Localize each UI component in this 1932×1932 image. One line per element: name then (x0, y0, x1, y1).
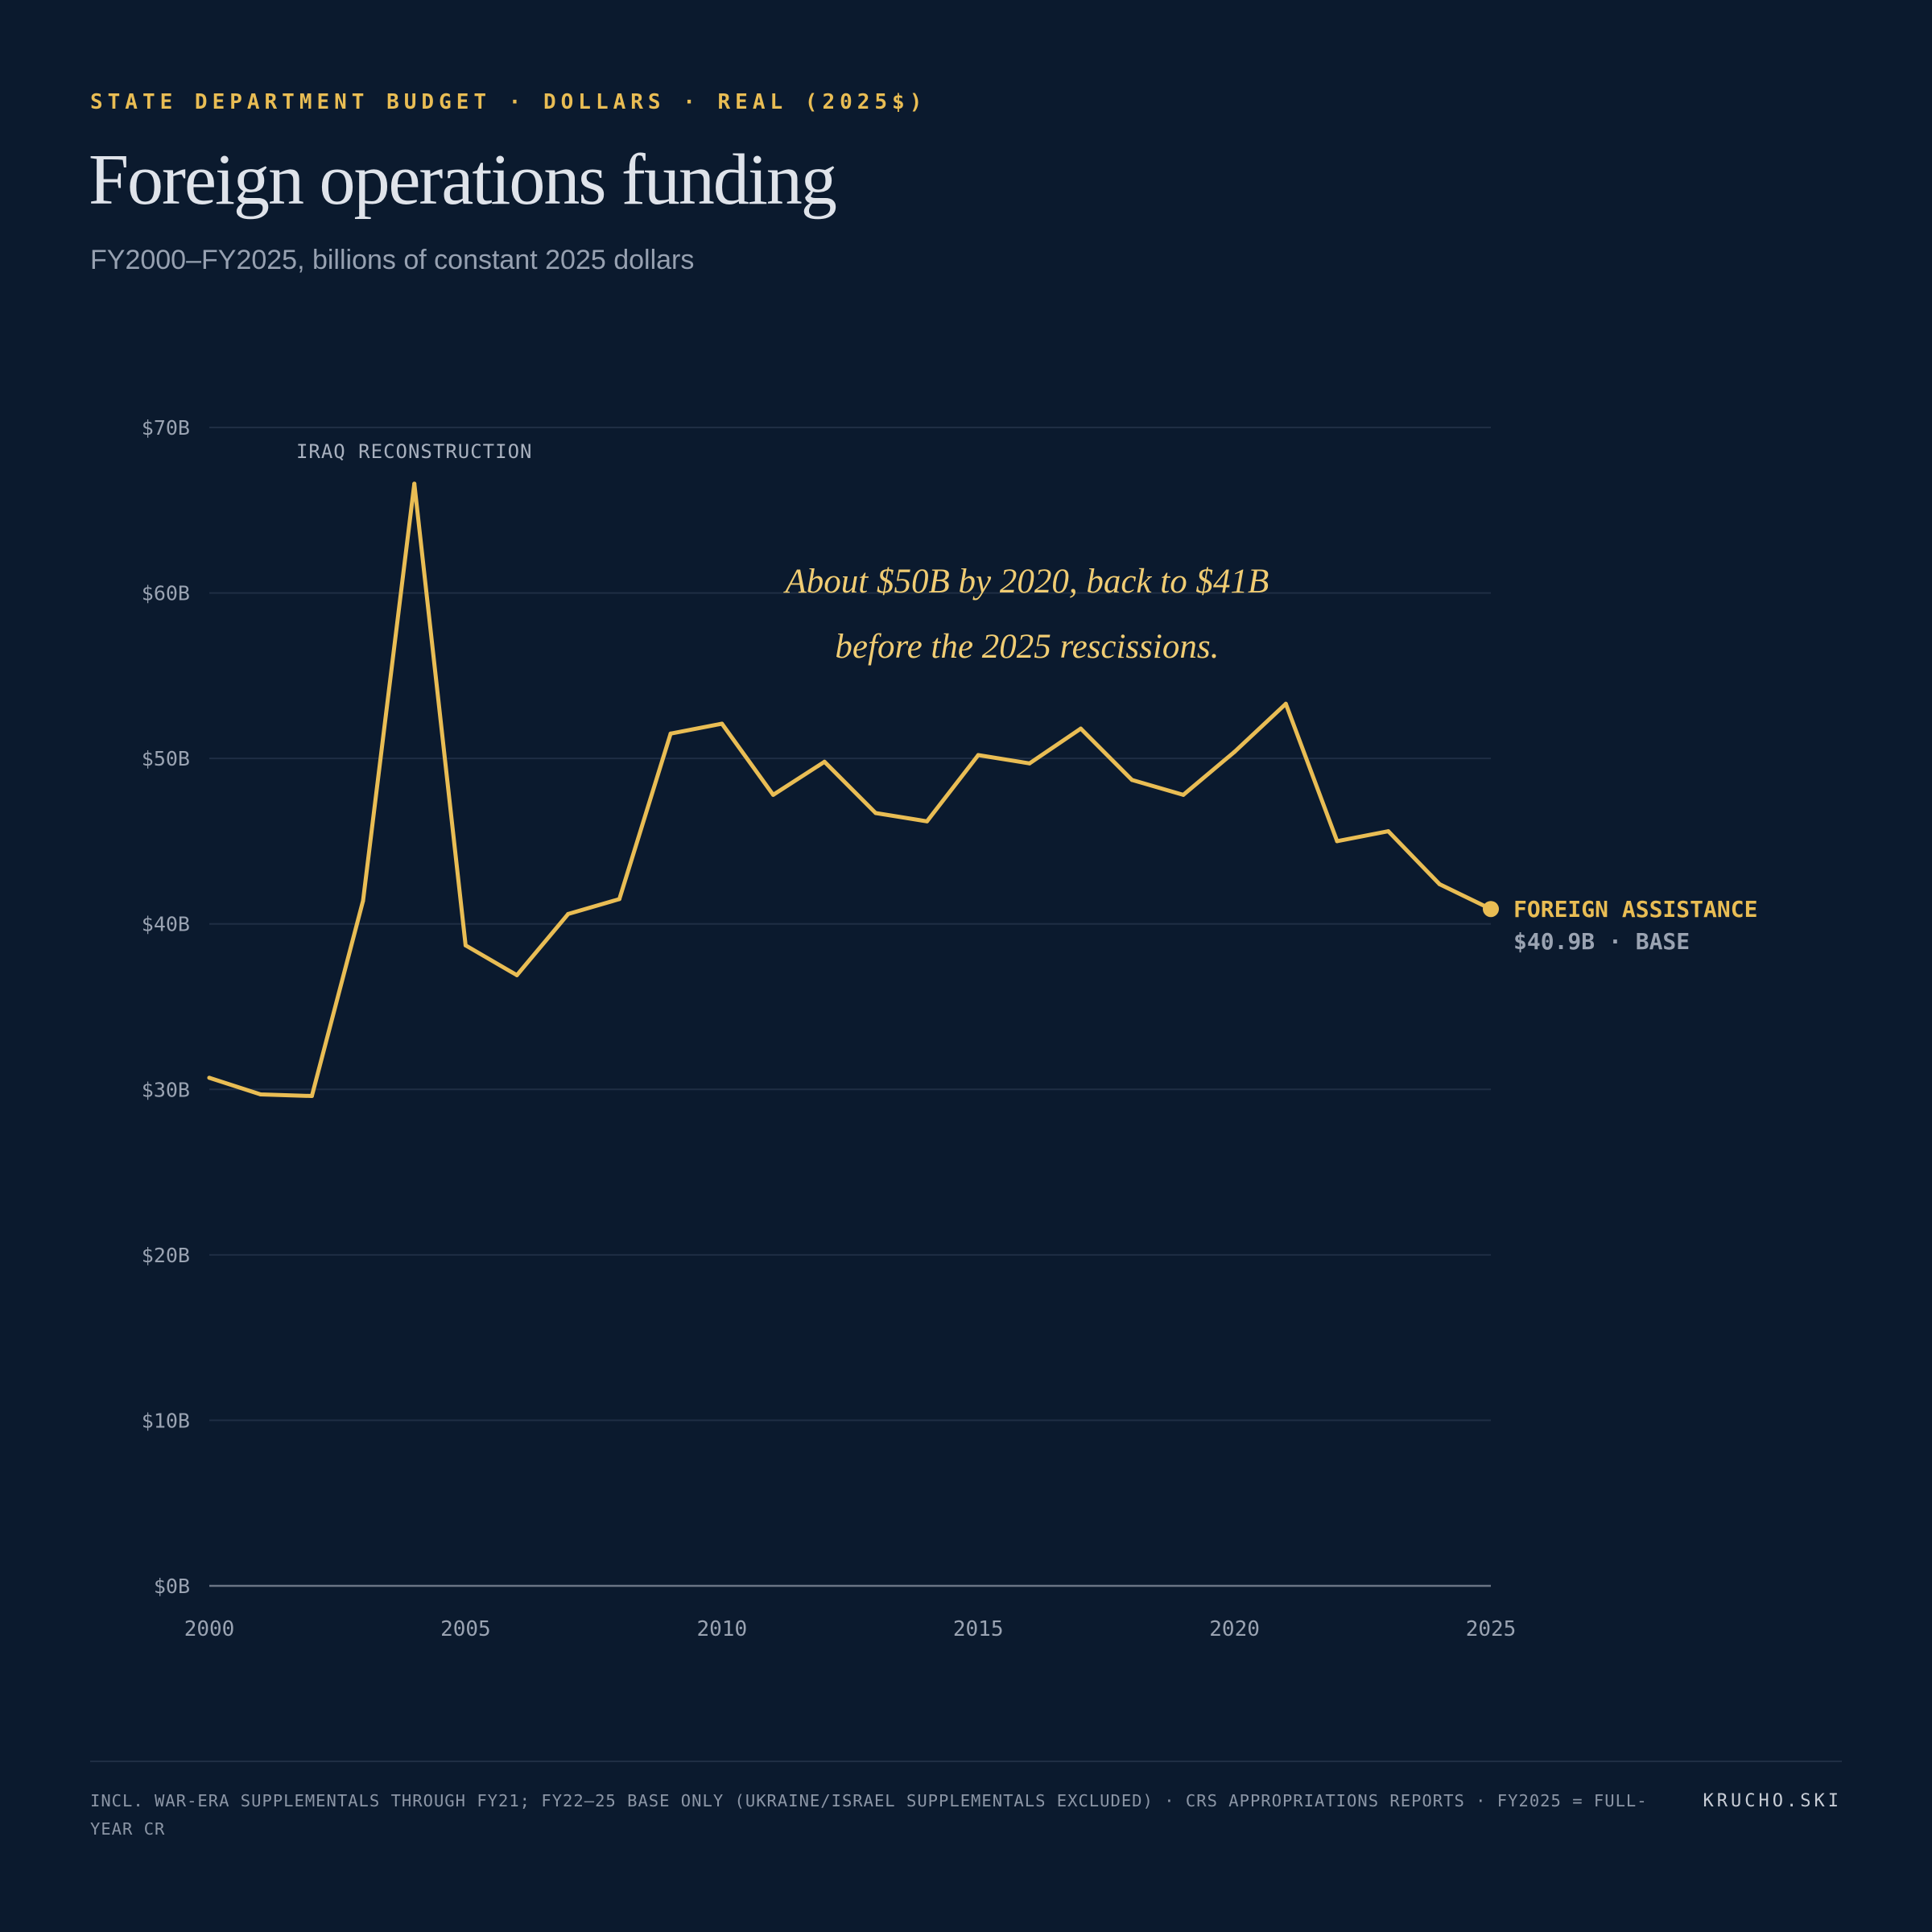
data-point-2012 (822, 759, 827, 764)
data-point-2024 (1437, 881, 1442, 886)
chart-kicker: STATE DEPARTMENT BUDGET · DOLLARS · REAL… (90, 90, 927, 114)
y-tick-label: $60B (142, 582, 190, 605)
data-point-2015 (976, 753, 980, 758)
y-tick-label: $40B (142, 913, 190, 936)
data-point-2006 (514, 972, 519, 977)
footer-divider (90, 1761, 1842, 1762)
series-line-foreign-assistance (207, 481, 1493, 1098)
data-point-2018 (1129, 778, 1134, 782)
data-point-2019 (1181, 792, 1186, 797)
source-footnote: INCL. WAR-ERA SUPPLEMENTALS THROUGH FY21… (90, 1791, 1648, 1839)
data-point-2004 (412, 481, 417, 486)
y-tick-label: $50B (142, 747, 190, 770)
data-point-2020 (1232, 749, 1237, 754)
series-end-marker (1483, 901, 1499, 918)
annotation-iraq-reconstruction: IRAQ RECONSTRUCTION (296, 440, 533, 463)
y-tick-label: $20B (142, 1244, 190, 1267)
y-tick-label: $0B (154, 1575, 190, 1598)
data-point-2001 (258, 1092, 263, 1096)
data-point-2003 (361, 898, 365, 903)
data-point-2007 (566, 911, 571, 916)
x-tick-label: 2015 (953, 1617, 1004, 1641)
data-point-2005 (463, 943, 468, 947)
y-axis: $0B $10B $20B $30B $40B $50B $60B $70B (142, 416, 190, 1598)
data-point-2021 (1283, 701, 1288, 706)
chart-title: Foreign operations funding (89, 140, 837, 220)
credit-label: KRUCHO.SKI (1703, 1791, 1842, 1811)
x-axis: 2000 2005 2010 2015 2020 2025 (184, 1617, 1517, 1641)
x-tick-label: 2010 (696, 1617, 747, 1641)
y-tick-label: $30B (142, 1078, 190, 1101)
series-end-value: $40.9B · BASE (1513, 928, 1690, 955)
data-point-2000 (207, 1075, 212, 1080)
chart-subtitle: FY2000–FY2025, billions of constant 2025… (90, 245, 695, 275)
data-point-2002 (309, 1094, 314, 1099)
data-point-2022 (1335, 839, 1340, 844)
x-tick-label: 2025 (1466, 1617, 1517, 1641)
data-point-2011 (770, 792, 775, 797)
data-point-2016 (1027, 761, 1032, 766)
data-point-2014 (925, 819, 930, 824)
data-point-2023 (1386, 829, 1391, 834)
x-tick-label: 2005 (440, 1617, 491, 1641)
annotation-trend-line-2: before the 2025 rescissions. (835, 628, 1219, 666)
series-end-label: FOREIGN ASSISTANCE (1513, 896, 1757, 923)
y-tick-label: $10B (142, 1409, 190, 1432)
annotation-trend-line-1: About $50B by 2020, back to $41B (783, 563, 1269, 601)
data-point-2013 (873, 811, 878, 815)
data-point-2009 (668, 731, 673, 736)
x-tick-label: 2000 (184, 1617, 235, 1641)
data-point-2010 (720, 721, 724, 726)
y-tick-label: $70B (142, 416, 190, 440)
data-point-2008 (617, 897, 621, 902)
gridlines (209, 427, 1491, 1422)
x-tick-label: 2020 (1209, 1617, 1260, 1641)
data-point-2017 (1079, 726, 1084, 731)
